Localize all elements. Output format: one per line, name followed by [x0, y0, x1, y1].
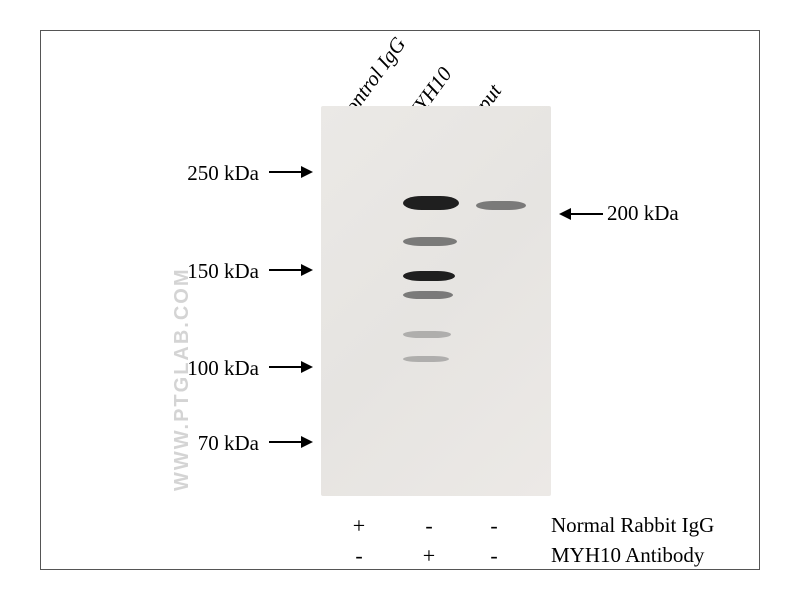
mw-marker-label: 70 kDa [159, 431, 259, 456]
mw-marker-label: 150 kDa [159, 259, 259, 284]
condition-sign: - [409, 513, 449, 539]
blot-band [476, 201, 526, 210]
arrow-right-icon [269, 431, 313, 456]
condition-label: MYH10 Antibody [551, 543, 704, 568]
condition-sign: + [409, 543, 449, 569]
condition-sign: - [339, 543, 379, 569]
target-band-label: 200 kDa [607, 201, 679, 226]
mw-marker-label: 250 kDa [159, 161, 259, 186]
blot-band [403, 237, 457, 246]
condition-sign: + [339, 513, 379, 539]
mw-marker-label: 100 kDa [159, 356, 259, 381]
arrow-right-icon [269, 161, 313, 186]
condition-sign: - [474, 543, 514, 569]
condition-sign: - [474, 513, 514, 539]
blot-band [403, 271, 455, 281]
figure-frame: WWW.PTGLAB.COM Control IgGMYH10Input 250… [40, 30, 760, 570]
condition-label: Normal Rabbit IgG [551, 513, 714, 538]
blot-membrane [321, 106, 551, 496]
blot-band [403, 331, 451, 338]
arrow-right-icon [269, 356, 313, 381]
arrow-right-icon [269, 259, 313, 284]
blot-band [403, 356, 449, 362]
blot-band [403, 291, 453, 299]
blot-band [403, 196, 459, 210]
arrow-left-icon [559, 203, 603, 228]
